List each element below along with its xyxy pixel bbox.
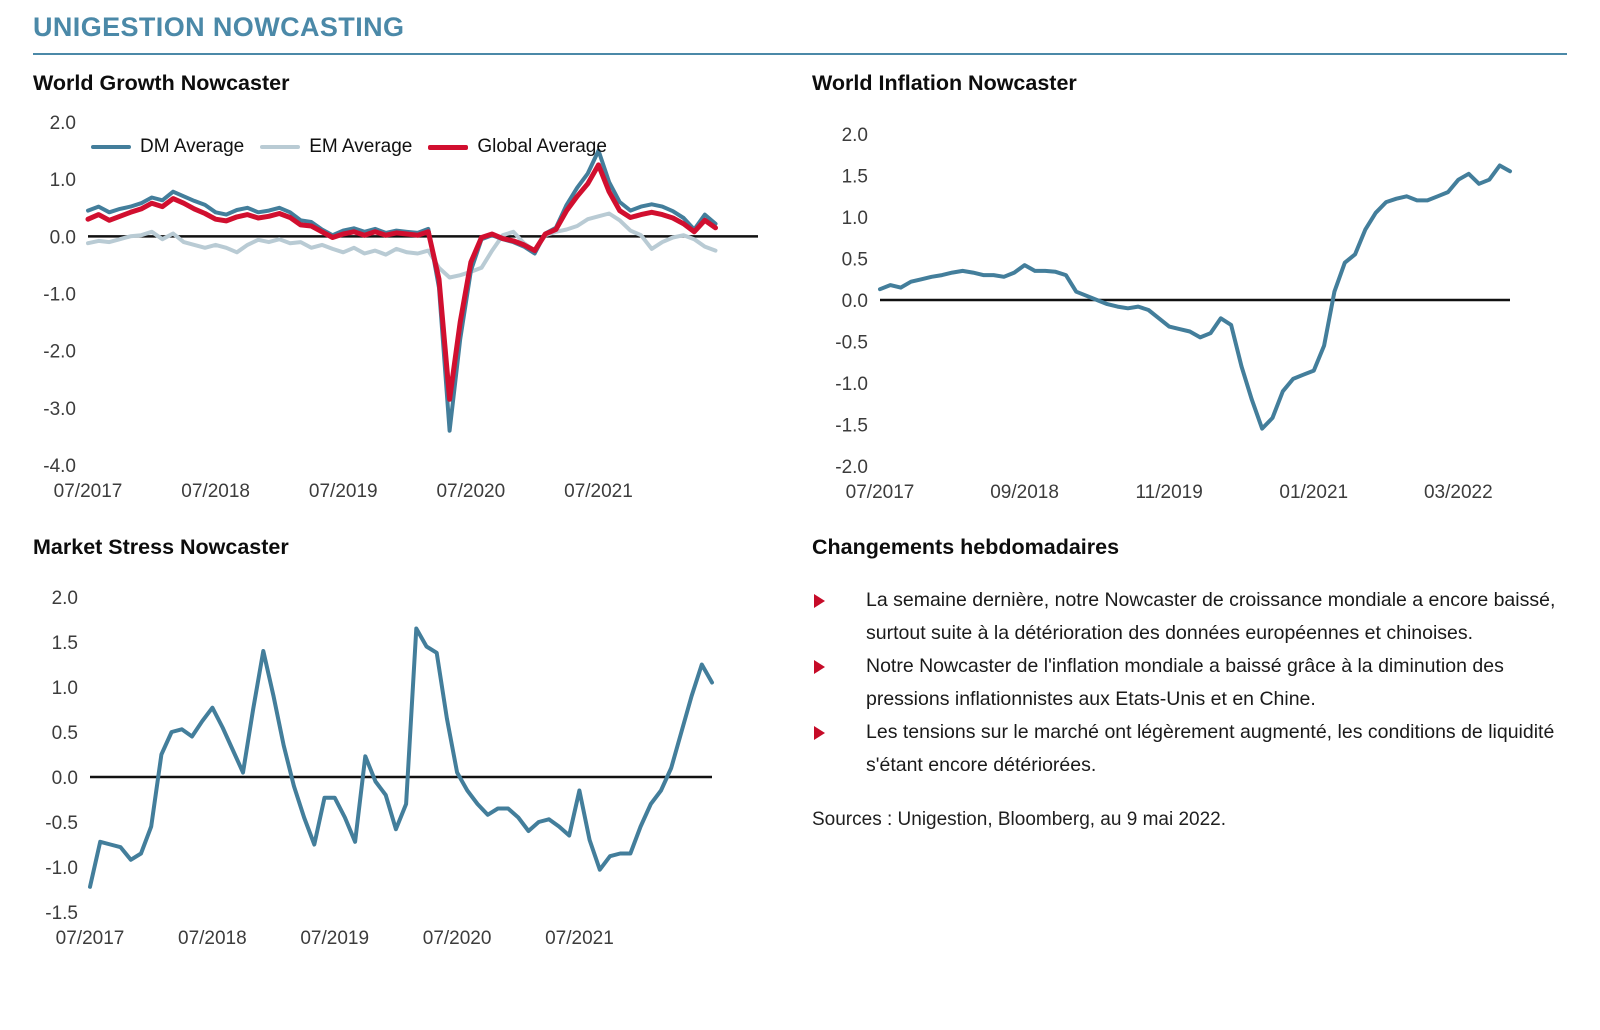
svg-text:01/2021: 01/2021 [1279,482,1348,503]
svg-text:07/2021: 07/2021 [564,481,633,502]
svg-text:07/2018: 07/2018 [181,481,250,502]
svg-text:07/2020: 07/2020 [423,928,492,949]
svg-text:0.0: 0.0 [52,768,78,789]
stress-chart-title: Market Stress Nowcaster [33,535,289,559]
weekly-changes-heading: Changements hebdomadaires [812,535,1120,559]
svg-text:-2.0: -2.0 [835,457,868,478]
dm-line-swatch-icon [91,145,131,149]
svg-text:0.5: 0.5 [52,723,78,744]
svg-text:07/2019: 07/2019 [309,481,378,502]
svg-text:2.0: 2.0 [842,125,868,146]
svg-text:-1.0: -1.0 [43,285,76,306]
svg-text:2.0: 2.0 [52,588,78,609]
global-line-swatch-icon [428,144,469,150]
bullet-triangle-icon [814,726,825,740]
svg-text:1.5: 1.5 [842,167,868,188]
svg-text:-0.5: -0.5 [835,333,868,354]
svg-text:07/2020: 07/2020 [436,481,505,502]
svg-text:1.0: 1.0 [52,678,78,699]
em-line-swatch-icon [260,145,301,149]
legend-item-em: EM Average [260,136,412,158]
svg-text:07/2017: 07/2017 [54,481,123,502]
title-rule [33,53,1567,55]
legend-item-global: Global Average [428,136,607,158]
list-item: Les tensions sur le marché ont légèremen… [812,716,1567,782]
legend-label-dm: DM Average [140,136,245,157]
weekly-changes-list: La semaine dernière, notre Nowcaster de … [812,584,1567,782]
svg-text:-2.0: -2.0 [43,342,76,363]
svg-text:1.5: 1.5 [52,633,78,654]
svg-text:2.0: 2.0 [50,113,76,134]
legend-label-em: EM Average [309,136,413,157]
svg-text:0.0: 0.0 [842,291,868,312]
stress-chart-svg: 2.0 1.5 1.0 0.5 0.0 -0.5 -1.0 -1.5 07/2017 07/201… [45,588,714,949]
growth-chart-title: World Growth Nowcaster [33,71,290,95]
stress-section: Market Stress Nowcaster 2.0 1.5 1.0 0.5 0.0 -… [33,535,812,970]
legend-item-dm: DM Average [91,136,244,158]
svg-text:-1.5: -1.5 [835,416,868,437]
svg-text:-1.0: -1.0 [45,858,78,879]
report-page: UNIGESTION NOWCASTING World Growth Nowca… [33,12,1567,970]
growth-chart: DM Average EM Average Global Average 2.0… [33,106,812,511]
svg-text:-1.5: -1.5 [45,903,78,924]
inflation-chart: 2.0 1.5 1.0 0.5 0.0 -0.5 -1.0 -1.5 -2.0 07/2017 09… [812,106,1567,511]
svg-text:1.0: 1.0 [842,208,868,229]
svg-text:-1.0: -1.0 [835,374,868,395]
content-grid: World Growth Nowcaster DM Average EM Ave… [33,71,1567,970]
inflation-chart-title: World Inflation Nowcaster [812,71,1077,95]
bullet-text: Les tensions sur le marché ont légèremen… [866,721,1555,776]
bullet-text: Notre Nowcaster de l'inflation mondiale … [866,655,1504,710]
svg-text:-4.0: -4.0 [43,456,76,477]
svg-text:09/2018: 09/2018 [990,482,1059,503]
inflation-section: World Inflation Nowcaster 2.0 1.5 1.0 0.5 0.… [812,71,1567,511]
svg-text:07/2017: 07/2017 [56,928,125,949]
svg-text:0.5: 0.5 [842,250,868,271]
list-item: La semaine dernière, notre Nowcaster de … [812,584,1567,650]
svg-text:1.0: 1.0 [50,170,76,191]
svg-text:07/2019: 07/2019 [300,928,369,949]
list-item: Notre Nowcaster de l'inflation mondiale … [812,650,1567,716]
page-title: UNIGESTION NOWCASTING [33,12,405,42]
weekly-changes-section: Changements hebdomadaires La semaine der… [812,535,1567,970]
svg-text:07/2018: 07/2018 [178,928,247,949]
growth-section: World Growth Nowcaster DM Average EM Ave… [33,71,812,511]
legend-label-global: Global Average [477,136,607,157]
sources-note: Sources : Unigestion, Bloomberg, au 9 ma… [812,809,1227,830]
svg-text:11/2019: 11/2019 [1136,482,1203,503]
stress-chart: 2.0 1.5 1.0 0.5 0.0 -0.5 -1.0 -1.5 07/2017 07/201… [33,570,812,970]
svg-text:0.0: 0.0 [50,227,76,248]
growth-chart-svg: 2.0 1.0 0.0 -1.0 -2.0 -3.0 -4.0 07/2017 07/2018 0… [43,113,758,502]
svg-text:-0.5: -0.5 [45,813,78,834]
bullet-text: La semaine dernière, notre Nowcaster de … [866,589,1556,644]
bullet-triangle-icon [814,594,825,608]
growth-chart-legend: DM Average EM Average Global Average [91,136,623,158]
inflation-chart-svg: 2.0 1.5 1.0 0.5 0.0 -0.5 -1.0 -1.5 -2.0 07/2017 09… [835,125,1512,503]
svg-text:07/2021: 07/2021 [545,928,614,949]
svg-text:03/2022: 03/2022 [1424,482,1493,503]
svg-text:07/2017: 07/2017 [846,482,915,503]
svg-text:-3.0: -3.0 [43,399,76,420]
bullet-triangle-icon [814,660,825,674]
